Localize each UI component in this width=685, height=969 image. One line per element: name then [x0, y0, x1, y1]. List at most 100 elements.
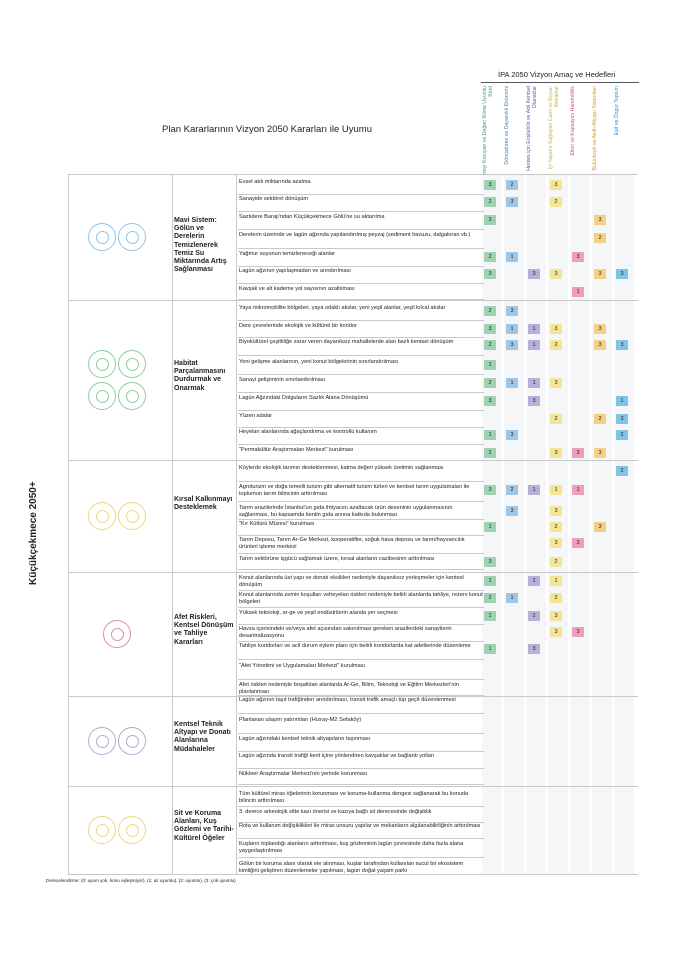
- section-border: [68, 696, 69, 786]
- decision-item: "Afet Yönetimi ve Uygulamaları Merkezi" …: [239, 663, 366, 669]
- item-divider: [238, 607, 484, 608]
- decision-item: Sanayi gelişiminin sınırlandırılması: [239, 377, 326, 383]
- rating-legend: Derecelendirme: (0: uyum yok, konu eşleş…: [46, 878, 236, 883]
- score-cell: 1: [506, 378, 518, 388]
- habitat-icon: [118, 350, 146, 378]
- score-cell: 3: [550, 180, 562, 190]
- section-title: Kırsal Kalkınmayı Desteklemek: [174, 496, 233, 512]
- section-divider: [68, 300, 638, 301]
- item-divider: [238, 822, 484, 823]
- decision-item: Afet riskleri nedeniyle boşaltılan alanl…: [239, 682, 459, 695]
- section-border: [172, 696, 173, 786]
- score-cell: 3: [616, 340, 628, 350]
- score-cell: 2: [484, 252, 496, 262]
- item-divider: [238, 659, 484, 660]
- score-cell: 3: [550, 448, 562, 458]
- item-divider: [238, 392, 484, 393]
- score-cell: 1: [506, 252, 518, 262]
- item-divider: [238, 374, 484, 375]
- habitat-icon: [88, 382, 116, 410]
- score-cell: 3: [506, 506, 518, 516]
- score-cell: 3: [572, 252, 584, 262]
- score-cell: 1: [484, 522, 496, 532]
- column-header-4: İyi Yaşamı Sağlayan Canlı ve Buyan Mekân…: [548, 86, 561, 182]
- infrastructure-icon: [88, 727, 116, 755]
- decision-item: Yaya mikromobilite bölgeleri, yaya odakl…: [239, 305, 446, 311]
- score-cell: 3: [550, 324, 562, 334]
- decision-item: 3. derece arkeolojik sitte kazı önerisi …: [239, 809, 432, 815]
- column-header-label: Bütünleşik ve Akıllı Altyapı Sistemleri: [592, 86, 598, 171]
- score-cell: 3: [506, 340, 518, 350]
- score-cell: 3: [572, 448, 584, 458]
- decision-item: Kuşların toplandığı alanların arttırılma…: [239, 841, 464, 854]
- item-divider: [238, 678, 484, 680]
- score-cell: 3: [616, 269, 628, 279]
- water-icon: [88, 223, 116, 251]
- decision-item: Nükleer Araştırmalar Merkezi'nin yerinde…: [239, 771, 368, 777]
- column-header-label: Çevreyi Koruyan ve Değeri İklime Uyumlu …: [482, 85, 494, 182]
- score-cell: 3: [572, 538, 584, 548]
- decision-item: "Permakültür Araştırmaları Merkezi" kuru…: [239, 447, 354, 453]
- item-divider: [238, 229, 484, 230]
- page-title: Plan Kararlarının Vizyon 2050 Kararları …: [162, 124, 372, 135]
- decision-item: Tüm kültürel miras öğelerinin korunması …: [239, 791, 469, 804]
- score-cell: 3: [594, 522, 606, 532]
- decision-item: Havza içerisindeki ve/veya afet açısında…: [239, 626, 452, 639]
- header-rule: [481, 82, 639, 83]
- section-border: [68, 174, 69, 300]
- item-divider: [238, 247, 484, 249]
- item-divider: [238, 552, 484, 554]
- decision-item: Tarım Deposu, Tarım Ar-Ge Merkezi, koope…: [239, 537, 465, 550]
- score-cell: 3: [594, 269, 606, 279]
- column-header-1: Çevreyi Koruyan ve Değeri İklime Uyumlu …: [482, 85, 495, 182]
- decision-item: Heyelan alanlarında ağaçlandırma ve kont…: [239, 429, 377, 435]
- decision-item: Rota ve kullanım değişiklikleri ile mira…: [239, 823, 481, 829]
- score-cell: 2: [484, 448, 496, 458]
- score-cell: 3: [506, 197, 518, 207]
- score-cell: 2: [484, 197, 496, 207]
- score-cell: 1: [616, 396, 628, 406]
- score-cell: 3: [616, 414, 628, 424]
- item-divider: [238, 519, 484, 520]
- score-cell: 3: [594, 215, 606, 225]
- section-border: [236, 696, 237, 786]
- score-cell: 2: [550, 593, 562, 603]
- item-divider: [238, 410, 484, 411]
- item-divider: [238, 500, 484, 502]
- decision-item: Yeni gelişme alanlarının, yeni konut böl…: [239, 359, 399, 365]
- infrastructure-icon: [118, 727, 146, 755]
- item-divider: [238, 589, 484, 591]
- score-cell: 3: [484, 557, 496, 567]
- heritage-icon: [118, 816, 146, 844]
- decision-item: Konut alanlarında üst yapı ve donatı eks…: [239, 575, 464, 588]
- decision-item: "Kır Kültürü Müzesi" kurulması: [239, 521, 315, 527]
- score-cell: 2: [616, 466, 628, 476]
- decision-item: Derelerin üzerinde ve lagün ağzında yapı…: [239, 232, 471, 238]
- score-cell: 3: [506, 430, 518, 440]
- score-cell: 3: [484, 215, 496, 225]
- item-divider: [238, 713, 484, 714]
- score-cell: 3: [594, 340, 606, 350]
- section-divider: [68, 786, 638, 787]
- score-cell: 1: [572, 485, 584, 495]
- item-divider: [238, 265, 484, 267]
- section-border: [172, 460, 173, 572]
- score-cell: 2: [550, 340, 562, 350]
- item-divider: [238, 732, 484, 734]
- habitat-icon: [118, 382, 146, 410]
- decision-item: Sazlıdere Barajı'ndan Küçükçekmece Gölü'…: [239, 214, 385, 220]
- column-band: [526, 174, 546, 874]
- score-cell: 2: [550, 414, 562, 424]
- item-divider: [238, 806, 484, 807]
- score-cell: 1: [484, 576, 496, 586]
- section-title: Afet Riskleri, Kentsel Dönüşüm ve Tahliy…: [174, 614, 234, 646]
- score-cell: 1: [528, 611, 540, 621]
- score-cell: 3: [550, 627, 562, 637]
- column-band: [614, 174, 634, 874]
- section-border: [172, 300, 173, 460]
- score-cell: 2: [550, 197, 562, 207]
- column-header-6: Bütünleşik ve Akıllı Altyapı Sistemleri: [592, 86, 605, 182]
- score-cell: 1: [550, 485, 562, 495]
- decision-item: Agroturizm ve doğa temelli turizm gibi a…: [239, 484, 470, 497]
- item-divider: [238, 427, 484, 428]
